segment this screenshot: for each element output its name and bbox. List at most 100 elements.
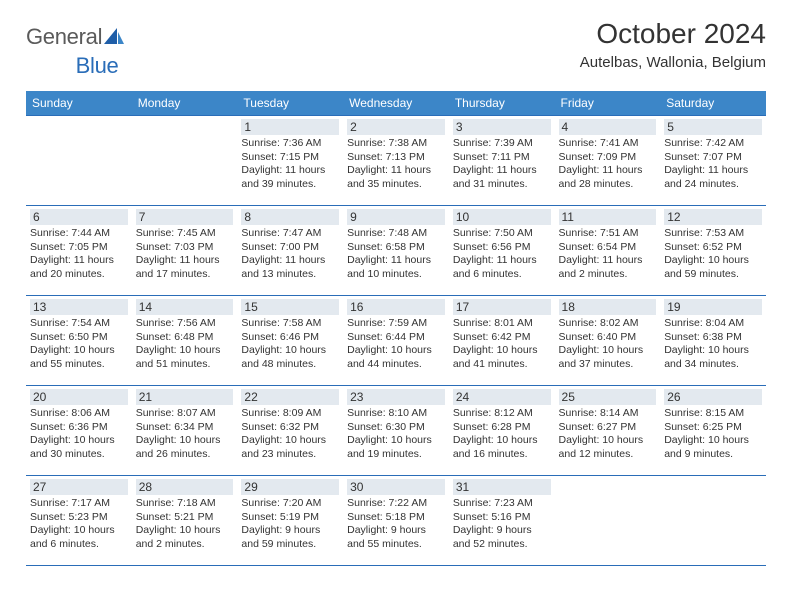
day-number: 31 xyxy=(453,479,551,495)
day-text: Sunrise: 7:54 AMSunset: 6:50 PMDaylight:… xyxy=(30,317,128,372)
day-text: Sunrise: 7:18 AMSunset: 5:21 PMDaylight:… xyxy=(136,497,234,552)
calendar-cell xyxy=(555,476,661,566)
weekday-sunday: Sunday xyxy=(26,91,132,116)
day-number: 13 xyxy=(30,299,128,315)
day-number: 1 xyxy=(241,119,339,135)
day-number: 14 xyxy=(136,299,234,315)
day-number: 9 xyxy=(347,209,445,225)
calendar-row: 20 Sunrise: 8:06 AMSunset: 6:36 PMDayligh… xyxy=(26,386,766,476)
logo-word-blue: Blue xyxy=(76,53,119,78)
day-text: Sunrise: 8:15 AMSunset: 6:25 PMDaylight:… xyxy=(664,407,762,462)
calendar-cell: 20 Sunrise: 8:06 AMSunset: 6:36 PMDayligh… xyxy=(26,386,132,476)
title-block: October 2024 Autelbas, Wallonia, Belgium xyxy=(580,18,766,71)
day-text: Sunrise: 7:48 AMSunset: 6:58 PMDaylight:… xyxy=(347,227,445,282)
day-text: Sunrise: 7:41 AMSunset: 7:09 PMDaylight:… xyxy=(559,137,657,192)
day-text: Sunrise: 8:14 AMSunset: 6:27 PMDaylight:… xyxy=(559,407,657,462)
day-number: 15 xyxy=(241,299,339,315)
logo-word-general: General xyxy=(26,24,102,50)
day-number: 6 xyxy=(30,209,128,225)
weekday-tuesday: Tuesday xyxy=(237,91,343,116)
day-text: Sunrise: 7:17 AMSunset: 5:23 PMDaylight:… xyxy=(30,497,128,552)
calendar-cell: 1 Sunrise: 7:36 AMSunset: 7:15 PMDaylight… xyxy=(237,116,343,206)
calendar-cell: 9 Sunrise: 7:48 AMSunset: 6:58 PMDaylight… xyxy=(343,206,449,296)
day-text: Sunrise: 8:06 AMSunset: 6:36 PMDaylight:… xyxy=(30,407,128,462)
day-text: Sunrise: 7:59 AMSunset: 6:44 PMDaylight:… xyxy=(347,317,445,372)
day-number: 12 xyxy=(664,209,762,225)
calendar-cell: 22 Sunrise: 8:09 AMSunset: 6:32 PMDayligh… xyxy=(237,386,343,476)
day-text: Sunrise: 7:22 AMSunset: 5:18 PMDaylight:… xyxy=(347,497,445,552)
day-number: 16 xyxy=(347,299,445,315)
day-text: Sunrise: 7:50 AMSunset: 6:56 PMDaylight:… xyxy=(453,227,551,282)
weekday-friday: Friday xyxy=(555,91,661,116)
sail-icon xyxy=(104,28,124,46)
day-text: Sunrise: 7:47 AMSunset: 7:00 PMDaylight:… xyxy=(241,227,339,282)
day-text: Sunrise: 8:02 AMSunset: 6:40 PMDaylight:… xyxy=(559,317,657,372)
calendar-cell: 16 Sunrise: 7:59 AMSunset: 6:44 PMDayligh… xyxy=(343,296,449,386)
day-text: Sunrise: 7:51 AMSunset: 6:54 PMDaylight:… xyxy=(559,227,657,282)
calendar-cell: 29Sunrise: 7:20 AMSunset: 5:19 PMDayligh… xyxy=(237,476,343,566)
day-number: 27 xyxy=(30,479,128,495)
day-number: 21 xyxy=(136,389,234,405)
day-text: Sunrise: 7:39 AMSunset: 7:11 PMDaylight:… xyxy=(453,137,551,192)
calendar-cell xyxy=(26,116,132,206)
day-text: Sunrise: 7:38 AMSunset: 7:13 PMDaylight:… xyxy=(347,137,445,192)
day-text: Sunrise: 8:09 AMSunset: 6:32 PMDaylight:… xyxy=(241,407,339,462)
calendar-cell: 23Sunrise: 8:10 AMSunset: 6:30 PMDayligh… xyxy=(343,386,449,476)
weekday-wednesday: Wednesday xyxy=(343,91,449,116)
day-number: 25 xyxy=(559,389,657,405)
calendar-cell: 5 Sunrise: 7:42 AMSunset: 7:07 PMDaylight… xyxy=(660,116,766,206)
calendar-cell: 10Sunrise: 7:50 AMSunset: 6:56 PMDayligh… xyxy=(449,206,555,296)
day-number: 3 xyxy=(453,119,551,135)
day-number: 20 xyxy=(30,389,128,405)
calendar-cell: 25 Sunrise: 8:14 AMSunset: 6:27 PMDayligh… xyxy=(555,386,661,476)
day-number: 30 xyxy=(347,479,445,495)
calendar-cell: 21 Sunrise: 8:07 AMSunset: 6:34 PMDayligh… xyxy=(132,386,238,476)
day-text: Sunrise: 8:07 AMSunset: 6:34 PMDaylight:… xyxy=(136,407,234,462)
day-number: 23 xyxy=(347,389,445,405)
calendar-cell xyxy=(660,476,766,566)
calendar-cell: 18 Sunrise: 8:02 AMSunset: 6:40 PMDayligh… xyxy=(555,296,661,386)
day-number: 17 xyxy=(453,299,551,315)
calendar-cell: 3 Sunrise: 7:39 AMSunset: 7:11 PMDaylight… xyxy=(449,116,555,206)
calendar-row: 6 Sunrise: 7:44 AMSunset: 7:05 PMDaylight… xyxy=(26,206,766,296)
calendar-cell: 4Sunrise: 7:41 AMSunset: 7:09 PMDaylight… xyxy=(555,116,661,206)
calendar-cell: 13 Sunrise: 7:54 AMSunset: 6:50 PMDayligh… xyxy=(26,296,132,386)
day-number: 28 xyxy=(136,479,234,495)
day-text: Sunrise: 7:53 AMSunset: 6:52 PMDaylight:… xyxy=(664,227,762,282)
logo: General xyxy=(26,18,126,50)
calendar-cell: 17 Sunrise: 8:01 AMSunset: 6:42 PMDayligh… xyxy=(449,296,555,386)
day-text: Sunrise: 8:04 AMSunset: 6:38 PMDaylight:… xyxy=(664,317,762,372)
calendar-cell: 2Sunrise: 7:38 AMSunset: 7:13 PMDaylight… xyxy=(343,116,449,206)
day-number: 7 xyxy=(136,209,234,225)
calendar-cell: 30 Sunrise: 7:22 AMSunset: 5:18 PMDayligh… xyxy=(343,476,449,566)
calendar-cell: 19Sunrise: 8:04 AMSunset: 6:38 PMDayligh… xyxy=(660,296,766,386)
calendar-row: 13 Sunrise: 7:54 AMSunset: 6:50 PMDayligh… xyxy=(26,296,766,386)
calendar-cell: 12 Sunrise: 7:53 AMSunset: 6:52 PMDayligh… xyxy=(660,206,766,296)
day-number: 5 xyxy=(664,119,762,135)
calendar-cell: 28 Sunrise: 7:18 AMSunset: 5:21 PMDayligh… xyxy=(132,476,238,566)
calendar-cell: 8 Sunrise: 7:47 AMSunset: 7:00 PMDaylight… xyxy=(237,206,343,296)
calendar-cell: 26Sunrise: 8:15 AMSunset: 6:25 PMDayligh… xyxy=(660,386,766,476)
day-number: 11 xyxy=(559,209,657,225)
weekday-header-row: Sunday Monday Tuesday Wednesday Thursday… xyxy=(26,91,766,116)
weekday-thursday: Thursday xyxy=(449,91,555,116)
calendar-row: 1 Sunrise: 7:36 AMSunset: 7:15 PMDaylight… xyxy=(26,116,766,206)
day-text: Sunrise: 7:58 AMSunset: 6:46 PMDaylight:… xyxy=(241,317,339,372)
day-number: 22 xyxy=(241,389,339,405)
day-text: Sunrise: 7:42 AMSunset: 7:07 PMDaylight:… xyxy=(664,137,762,192)
day-text: Sunrise: 7:36 AMSunset: 7:15 PMDaylight:… xyxy=(241,137,339,192)
day-number: 8 xyxy=(241,209,339,225)
calendar-row: 27 Sunrise: 7:17 AMSunset: 5:23 PMDayligh… xyxy=(26,476,766,566)
day-text: Sunrise: 7:56 AMSunset: 6:48 PMDaylight:… xyxy=(136,317,234,372)
month-title: October 2024 xyxy=(580,18,766,50)
calendar-cell: 6 Sunrise: 7:44 AMSunset: 7:05 PMDaylight… xyxy=(26,206,132,296)
weekday-monday: Monday xyxy=(132,91,238,116)
calendar-cell xyxy=(132,116,238,206)
day-text: Sunrise: 7:44 AMSunset: 7:05 PMDaylight:… xyxy=(30,227,128,282)
page: General October 2024 Autelbas, Wallonia,… xyxy=(0,0,792,566)
day-text: Sunrise: 8:01 AMSunset: 6:42 PMDaylight:… xyxy=(453,317,551,372)
day-number: 18 xyxy=(559,299,657,315)
day-text: Sunrise: 7:45 AMSunset: 7:03 PMDaylight:… xyxy=(136,227,234,282)
calendar-cell: 15 Sunrise: 7:58 AMSunset: 6:46 PMDayligh… xyxy=(237,296,343,386)
day-number: 29 xyxy=(241,479,339,495)
